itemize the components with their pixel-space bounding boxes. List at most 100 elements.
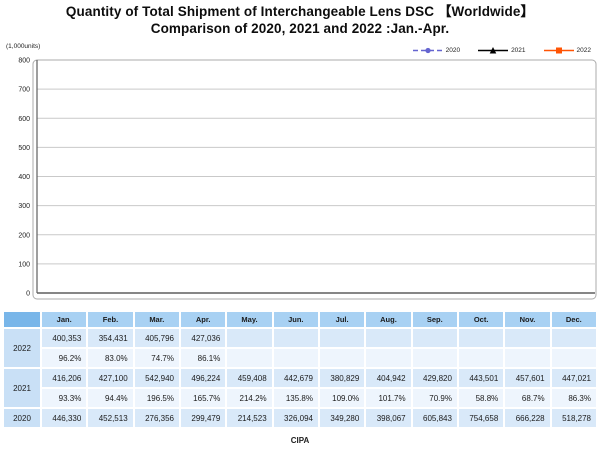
value-cell: 754,658 — [458, 409, 504, 427]
legend-swatch-square-icon — [543, 47, 574, 54]
value-cell: 542,940 — [134, 369, 179, 387]
month-header-cell: Jun. — [273, 312, 318, 327]
table-body: 2022 400,353 354,431 405,796 427,036 96.2% 83.… — [4, 329, 596, 427]
value-cell: 457,601 — [505, 369, 550, 387]
value-cell — [319, 329, 365, 347]
value-cell: 429,820 — [412, 369, 457, 387]
legend-label: 2022 — [576, 47, 591, 54]
percent-cell: 93.3% — [42, 389, 87, 407]
value-cell: 459,408 — [227, 369, 272, 387]
percent-cell — [551, 349, 596, 367]
month-header-cell: Dec. — [551, 312, 596, 327]
value-cell: 400,353 — [42, 329, 87, 347]
value-cell: 518,278 — [551, 409, 596, 427]
plot-border — [32, 59, 597, 300]
y-tick-label: 100 — [18, 261, 30, 268]
table-row-2022-percent: 96.2% 83.0% 74.7% 86.1% — [4, 349, 596, 367]
percent-cell: 58.8% — [458, 389, 504, 407]
value-cell — [227, 329, 272, 347]
value-cell: 452,513 — [88, 409, 133, 427]
y-tick-label: 0 — [26, 291, 30, 298]
percent-cell: 96.2% — [42, 349, 87, 367]
value-cell — [458, 329, 504, 347]
y-tick-label: 700 — [18, 87, 30, 94]
value-cell: 349,280 — [319, 409, 365, 427]
table-row-2020-values: 2020 446,330 452,513 276,356 299,479 214,523 3… — [4, 409, 596, 427]
month-header-cell: Jul. — [319, 312, 365, 327]
percent-cell: 83.0% — [88, 349, 133, 367]
y-tick-label: 500 — [18, 145, 30, 152]
percent-cell: 74.7% — [134, 349, 179, 367]
table-row-2021-values: 2021 416,206 427,100 542,940 496,224 459,408 4… — [4, 369, 596, 407]
legend-swatch-triangle-icon — [478, 47, 509, 54]
value-cell — [505, 329, 550, 347]
percent-cell: 135.8% — [273, 389, 318, 407]
percent-cell: 94.4% — [88, 389, 133, 407]
value-cell: 605,843 — [412, 409, 457, 427]
y-tick-label: 400 — [18, 174, 30, 181]
y-tick-label: 300 — [18, 203, 30, 210]
page-title: Quantity of Total Shipment of Interchang… — [0, 0, 600, 37]
legend-label: 2020 — [445, 47, 461, 54]
legend-swatch-circle-icon — [412, 47, 443, 54]
value-cell: 326,094 — [273, 409, 318, 427]
value-cell: 447,021 — [551, 369, 596, 387]
percent-cell — [505, 349, 550, 367]
month-header-cell: Jan. — [42, 312, 87, 327]
percent-cell: 214.2% — [227, 389, 272, 407]
value-cell: 354,431 — [88, 329, 133, 347]
month-header-cell: Nov. — [505, 312, 550, 327]
value-cell — [366, 329, 411, 347]
value-cell: 398,067 — [366, 409, 411, 427]
percent-cell — [227, 349, 272, 367]
gridlines — [37, 88, 595, 265]
value-cell: 380,829 — [319, 369, 365, 387]
value-cell: 276,356 — [134, 409, 179, 427]
y-axis-unit-label: (1,000units) — [6, 43, 41, 50]
percent-cell — [458, 349, 504, 367]
percent-cell: 70.9% — [412, 389, 457, 407]
value-cell: 496,224 — [180, 369, 226, 387]
year-label-cell: 2022 — [4, 329, 40, 367]
percent-cell: 86.1% — [180, 349, 226, 367]
value-cell: 666,228 — [505, 409, 550, 427]
percent-cell: 101.7% — [366, 389, 411, 407]
value-cell — [273, 329, 318, 347]
percent-cell — [319, 349, 365, 367]
percent-cell: 86.3% — [551, 389, 596, 407]
value-cell: 427,100 — [88, 369, 133, 387]
table-head: Jan. Feb. Mar. Apr. May. Jun. Jul. Aug. Sep. Oct.… — [4, 312, 596, 327]
month-header-cell: Oct. — [458, 312, 504, 327]
value-cell: 416,206 — [42, 369, 87, 387]
table-row-2021-percent: 93.3% 94.4% 196.5% 165.7% 214.2% 135.8% 109.0%… — [4, 389, 596, 407]
value-cell: 443,501 — [458, 369, 504, 387]
table-corner-cell — [4, 312, 40, 327]
value-cell: 446,330 — [42, 409, 87, 427]
data-table: Jan. Feb. Mar. Apr. May. Jun. Jul. Aug. Sep. Oct.… — [2, 310, 598, 429]
month-header-cell: Aug. — [366, 312, 411, 327]
percent-cell: 68.7% — [505, 389, 550, 407]
month-header-cell: Sep. — [412, 312, 457, 327]
page-title-line2: Comparison of 2020, 2021 and 2022 :Jan.-… — [150, 21, 450, 36]
legend-item-2020: 2020 — [412, 46, 461, 55]
year-label-cell: 2020 — [4, 409, 40, 427]
month-header-cell: Feb. — [88, 312, 133, 327]
percent-cell — [366, 349, 411, 367]
value-cell: 442,679 — [273, 369, 318, 387]
month-header-cell: Mar. — [134, 312, 179, 327]
table-row-2022-values: 2022 400,353 354,431 405,796 427,036 — [4, 329, 596, 367]
percent-cell: 165.7% — [180, 389, 226, 407]
percent-cell — [412, 349, 457, 367]
legend-label: 2021 — [511, 47, 526, 54]
percent-cell: 196.5% — [134, 389, 179, 407]
value-cell: 404,942 — [366, 369, 411, 387]
month-header-cell: May. — [227, 312, 272, 327]
y-tick-label: 200 — [18, 232, 30, 239]
value-cell — [412, 329, 457, 347]
page-title-line1: Quantity of Total Shipment of Interchang… — [65, 4, 535, 19]
value-cell — [551, 329, 596, 347]
y-tick-label: 800 — [18, 58, 30, 65]
footer-source: CIPA — [290, 436, 310, 445]
percent-cell: 109.0% — [319, 389, 365, 407]
table-header-row: Jan. Feb. Mar. Apr. May. Jun. Jul. Aug. Sep. Oct.… — [4, 312, 596, 327]
